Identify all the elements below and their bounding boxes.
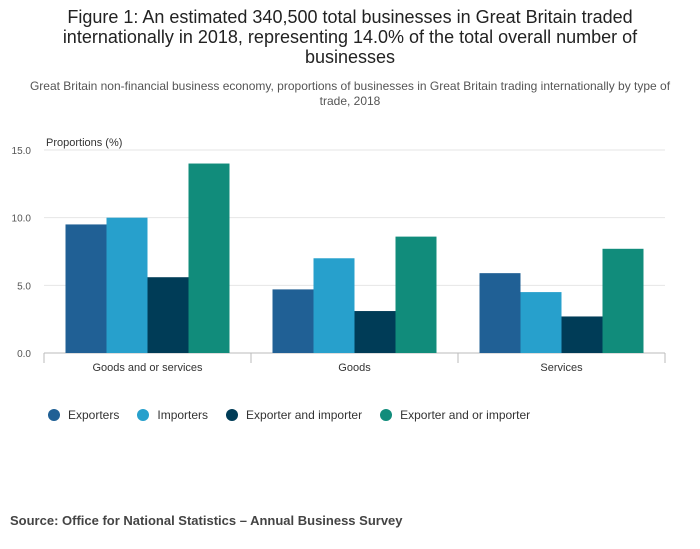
- x-category-label: Goods: [338, 362, 371, 374]
- y-tick-label: 5.0: [17, 281, 31, 292]
- chart-legend: Exporters Importers Exporter and importe…: [48, 408, 548, 422]
- legend-item-exporters[interactable]: Exporters: [48, 408, 119, 422]
- legend-item-exporter-and-or-importer[interactable]: Exporter and or importer: [380, 408, 530, 422]
- bar: [354, 311, 396, 353]
- y-tick-label: 15.0: [12, 146, 32, 157]
- bar: [395, 236, 437, 353]
- y-tick-label: 10.0: [12, 214, 32, 225]
- bar-chart: 0.0 5.0 10.0 15.0 Proportions (%) Goods and o…: [12, 137, 666, 374]
- legend-item-importers[interactable]: Importers: [137, 408, 208, 422]
- legend-label-exporter-and-importer: Exporter and importer: [246, 408, 363, 422]
- bar: [479, 273, 521, 353]
- bar: [272, 289, 314, 353]
- legend-label-importers: Importers: [157, 408, 209, 422]
- bar: [188, 163, 230, 353]
- legend-label-exporter-and-or-importer: Exporter and or importer: [400, 408, 531, 422]
- x-category-label: Goods and or services: [92, 362, 203, 374]
- chart-title: Figure 1: An estimated 340,500 total bus…: [62, 7, 638, 67]
- legend-swatch-exporters: [48, 409, 60, 421]
- legend-item-exporter-and-importer[interactable]: Exporter and importer: [226, 408, 362, 422]
- bar: [602, 248, 644, 353]
- chart-subtitle: Great Britain non-financial business eco…: [29, 79, 671, 108]
- y-tick-label: 0.0: [17, 349, 31, 360]
- y-axis-label: Proportions (%): [46, 137, 122, 149]
- legend-swatch-exporter-and-or-importer: [380, 409, 393, 421]
- bar: [520, 292, 562, 353]
- bar: [313, 258, 355, 353]
- source-note: Source: Office for National Statistics –…: [10, 513, 403, 528]
- bar: [147, 277, 189, 353]
- bar: [106, 217, 148, 353]
- legend-swatch-exporter-and-importer: [226, 409, 239, 421]
- legend-swatch-importers: [137, 409, 150, 421]
- bar: [65, 224, 107, 353]
- bar: [561, 316, 603, 353]
- legend-label-exporters: Exporters: [68, 408, 120, 422]
- x-category-label: Services: [540, 362, 583, 374]
